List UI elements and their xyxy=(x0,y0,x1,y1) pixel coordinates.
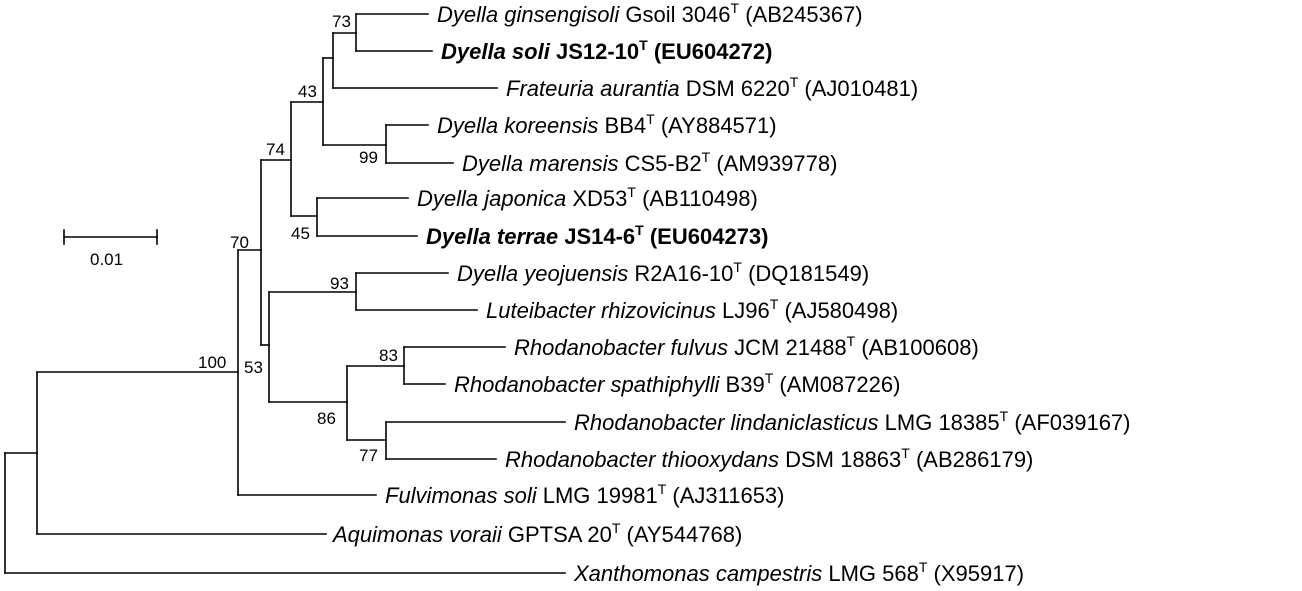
taxon-label: Dyella terrae JS14-6T (EU604273) xyxy=(426,222,769,249)
taxon-label: Rhodanobacter fulvus JCM 21488T (AB10060… xyxy=(514,333,979,360)
taxon-label: Frateuria aurantia DSM 6220T (AJ010481) xyxy=(506,74,918,101)
bootstrap-value: 45 xyxy=(291,224,310,243)
bootstrap-value: 43 xyxy=(298,82,317,101)
bootstrap-value: 83 xyxy=(379,346,398,365)
taxon-label: Dyella ginsengisoli Gsoil 3046T (AB24536… xyxy=(437,0,863,27)
bootstrap-value: 99 xyxy=(359,148,378,167)
taxon-label: Dyella yeojuensis R2A16-10T (DQ181549) xyxy=(457,259,869,286)
taxon-label: Dyella marensis CS5-B2T (AM939778) xyxy=(462,149,837,176)
bootstrap-value: 86 xyxy=(317,409,336,428)
taxon-label: Rhodanobacter spathiphylli B39T (AM08722… xyxy=(454,370,900,397)
bootstrap-values: 73 43 99 74 45 70 93 100 53 83 86 77 xyxy=(198,12,398,465)
taxon-label: Rhodanobacter lindaniclasticus LMG 18385… xyxy=(574,408,1131,435)
scale-bar: 0.01 xyxy=(63,229,158,269)
taxon-label: Dyella soli JS12-10T (EU604272) xyxy=(441,37,772,64)
bootstrap-value: 74 xyxy=(266,140,285,159)
taxon-label: Rhodanobacter thiooxydans DSM 18863T (AB… xyxy=(505,445,1033,472)
taxon-label: Luteibacter rhizovicinus LJ96T (AJ580498… xyxy=(486,296,898,323)
bootstrap-value: 77 xyxy=(359,446,378,465)
bootstrap-value: 70 xyxy=(230,233,249,252)
taxon-labels: Dyella ginsengisoli Gsoil 3046T (AB24536… xyxy=(331,0,1131,586)
scale-bar-label: 0.01 xyxy=(90,250,123,269)
taxon-label: Aquimonas voraii GPTSA 20T (AY544768) xyxy=(331,520,742,547)
taxon-label: Xanthomonas campestris LMG 568T (X95917) xyxy=(573,559,1024,586)
bootstrap-value: 100 xyxy=(198,353,226,372)
taxon-label: Dyella japonica XD53T (AB110498) xyxy=(417,184,758,211)
taxon-label: Fulvimonas soli LMG 19981T (AJ311653) xyxy=(385,481,785,508)
bootstrap-value: 93 xyxy=(330,274,349,293)
bootstrap-value: 53 xyxy=(244,358,263,377)
tree-branches xyxy=(4,13,566,574)
bootstrap-value: 73 xyxy=(332,12,351,31)
taxon-label: Dyella koreensis BB4T (AY884571) xyxy=(437,111,777,138)
